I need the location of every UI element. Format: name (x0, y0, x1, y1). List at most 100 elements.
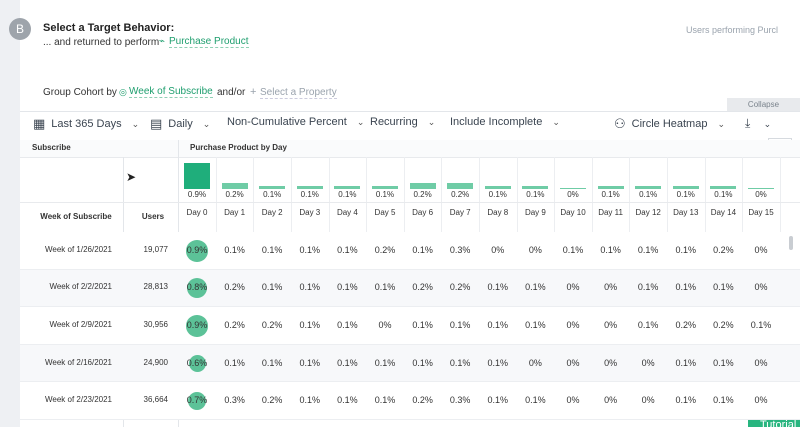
cell-value: 0.1% (261, 357, 283, 368)
collapse-button[interactable]: Collapse (727, 98, 800, 111)
group-label: Group Cohort by (43, 87, 117, 98)
cell-value: 0.1% (337, 320, 358, 330)
toolbar-dropdown[interactable]: ⚇ Circle Heatmap ⌄ (614, 116, 725, 132)
summary-bar (296, 186, 323, 189)
toolbar-dropdown[interactable]: ▤ Daily ⌄ (150, 116, 210, 132)
week-label: Week of 2/16/2021 (44, 357, 112, 367)
row-bg (20, 232, 800, 270)
cell-value: 0.9% (186, 244, 208, 255)
column-divider (366, 157, 368, 232)
column-divider (591, 157, 593, 232)
summary-label: 0.1% (375, 190, 395, 199)
event-selector[interactable]: Purchase Product (169, 36, 249, 48)
toolbar-dropdown[interactable]: Non-Cumulative Percent ⌄ (227, 116, 364, 128)
dropdown-chevron: ⌄ (427, 116, 436, 127)
cell-value: 0.1% (374, 357, 396, 368)
cell-value: 0.1% (449, 357, 471, 368)
cell-value: 0% (378, 320, 392, 330)
column-divider (742, 157, 744, 232)
dropdown-label: Circle Heatmap (631, 118, 708, 130)
row-bg (20, 344, 800, 383)
behavior-subtitle: ... and returned to perform (43, 37, 160, 48)
column-header: Day 15 (748, 208, 774, 217)
heatmap-circle (187, 278, 207, 299)
summary-label: 0.1% (300, 190, 319, 199)
cell-value: 0.1% (713, 395, 734, 406)
summary-bar (259, 186, 286, 189)
dropdown-chevron: ⌄ (131, 118, 140, 129)
summary-bar (560, 188, 586, 189)
column-header: Day 6 (412, 208, 434, 217)
users-value: 24,900 (143, 357, 168, 367)
cell-value: 0.1% (487, 395, 509, 406)
summary-label: 0.1% (488, 190, 507, 199)
group-conjunction: and/or (217, 87, 246, 98)
users-value: 30,956 (143, 320, 168, 329)
cell-value: 0% (754, 395, 768, 406)
cell-value: 0.2% (412, 395, 433, 406)
cell-value: 0% (604, 395, 618, 406)
toolbar-dropdown[interactable]: Recurring ⌄ (370, 116, 435, 128)
cell-value: 0.2% (412, 282, 433, 293)
cell-value: 0.2% (261, 395, 283, 406)
heatmap-circle (188, 355, 206, 373)
column-divider (667, 157, 668, 232)
users-value: 19,077 (143, 244, 168, 254)
summary-bar (447, 183, 474, 189)
cell-value: 0.1% (487, 282, 509, 293)
right-label: Users performing Purcl (686, 25, 779, 35)
dropdown-label: Daily (168, 118, 193, 130)
cell-value: 0% (566, 395, 580, 406)
dropdown-chevron: ⌄ (717, 118, 726, 129)
column-header: Day 12 (635, 208, 661, 217)
cell-value: 0.2% (713, 320, 734, 330)
cell-value: 0.6% (186, 357, 208, 368)
cell-value: 0.1% (675, 357, 697, 368)
heatmap-circle (186, 240, 208, 262)
week-label: Week of 2/23/2021 (44, 395, 112, 405)
cell-value: 0.1% (713, 357, 734, 368)
summary-label: 0.1% (526, 190, 545, 199)
cell-value: 0% (528, 244, 542, 255)
dropdown-icon: ⚇ (614, 116, 626, 131)
summary-label: 0.1% (601, 190, 620, 199)
summary-bar (522, 186, 549, 189)
summary-label: 0.9% (187, 190, 207, 199)
toolbar-dropdown[interactable]: Include Incomplete ⌄ (450, 116, 560, 128)
tutorial-button[interactable]: Tutorial (748, 416, 800, 427)
download-button[interactable]: ⤓ ⌄ (745, 116, 772, 130)
cell-value: 0.2% (224, 320, 245, 330)
summary-bar (597, 186, 624, 189)
summary-bar (672, 186, 699, 189)
cell-value: 0.1% (299, 244, 321, 255)
week-label: Week of 2/2/2021 (49, 282, 112, 292)
cell-value: 0.2% (675, 320, 697, 330)
summary-bar (484, 186, 511, 189)
add-property[interactable]: Select a Property (260, 87, 337, 99)
column-divider (253, 157, 255, 232)
summary-label: 0% (567, 190, 579, 199)
cell-value: 0.1% (600, 244, 621, 255)
left-gutter (0, 0, 20, 427)
summary-bar (221, 183, 248, 189)
table-header-bg (20, 140, 800, 158)
group-property[interactable]: Week of Subscribe (129, 86, 213, 98)
column-header: Week of Subscribe (40, 212, 112, 221)
column-header: Day 2 (261, 208, 283, 217)
event-icon: ⌁ (159, 36, 166, 47)
cell-value: 0% (754, 357, 768, 368)
summary-label: 0.1% (338, 190, 357, 199)
cell-value: 0.1% (525, 320, 546, 330)
add-icon: + (250, 86, 257, 98)
column-header: Day 11 (598, 208, 623, 217)
cell-value: 0% (754, 244, 768, 255)
cell-value: 0.1% (487, 357, 509, 368)
column-divider (516, 157, 518, 232)
cell-value: 0.1% (525, 395, 546, 406)
users-value: 28,813 (143, 282, 168, 292)
column-header: Day 13 (673, 208, 699, 217)
column-header: Day 1 (224, 208, 246, 217)
cell-value: 0% (641, 357, 655, 368)
toolbar-dropdown[interactable]: ▦ Last 365 Days ⌄ (33, 116, 139, 132)
column-divider (328, 157, 330, 232)
